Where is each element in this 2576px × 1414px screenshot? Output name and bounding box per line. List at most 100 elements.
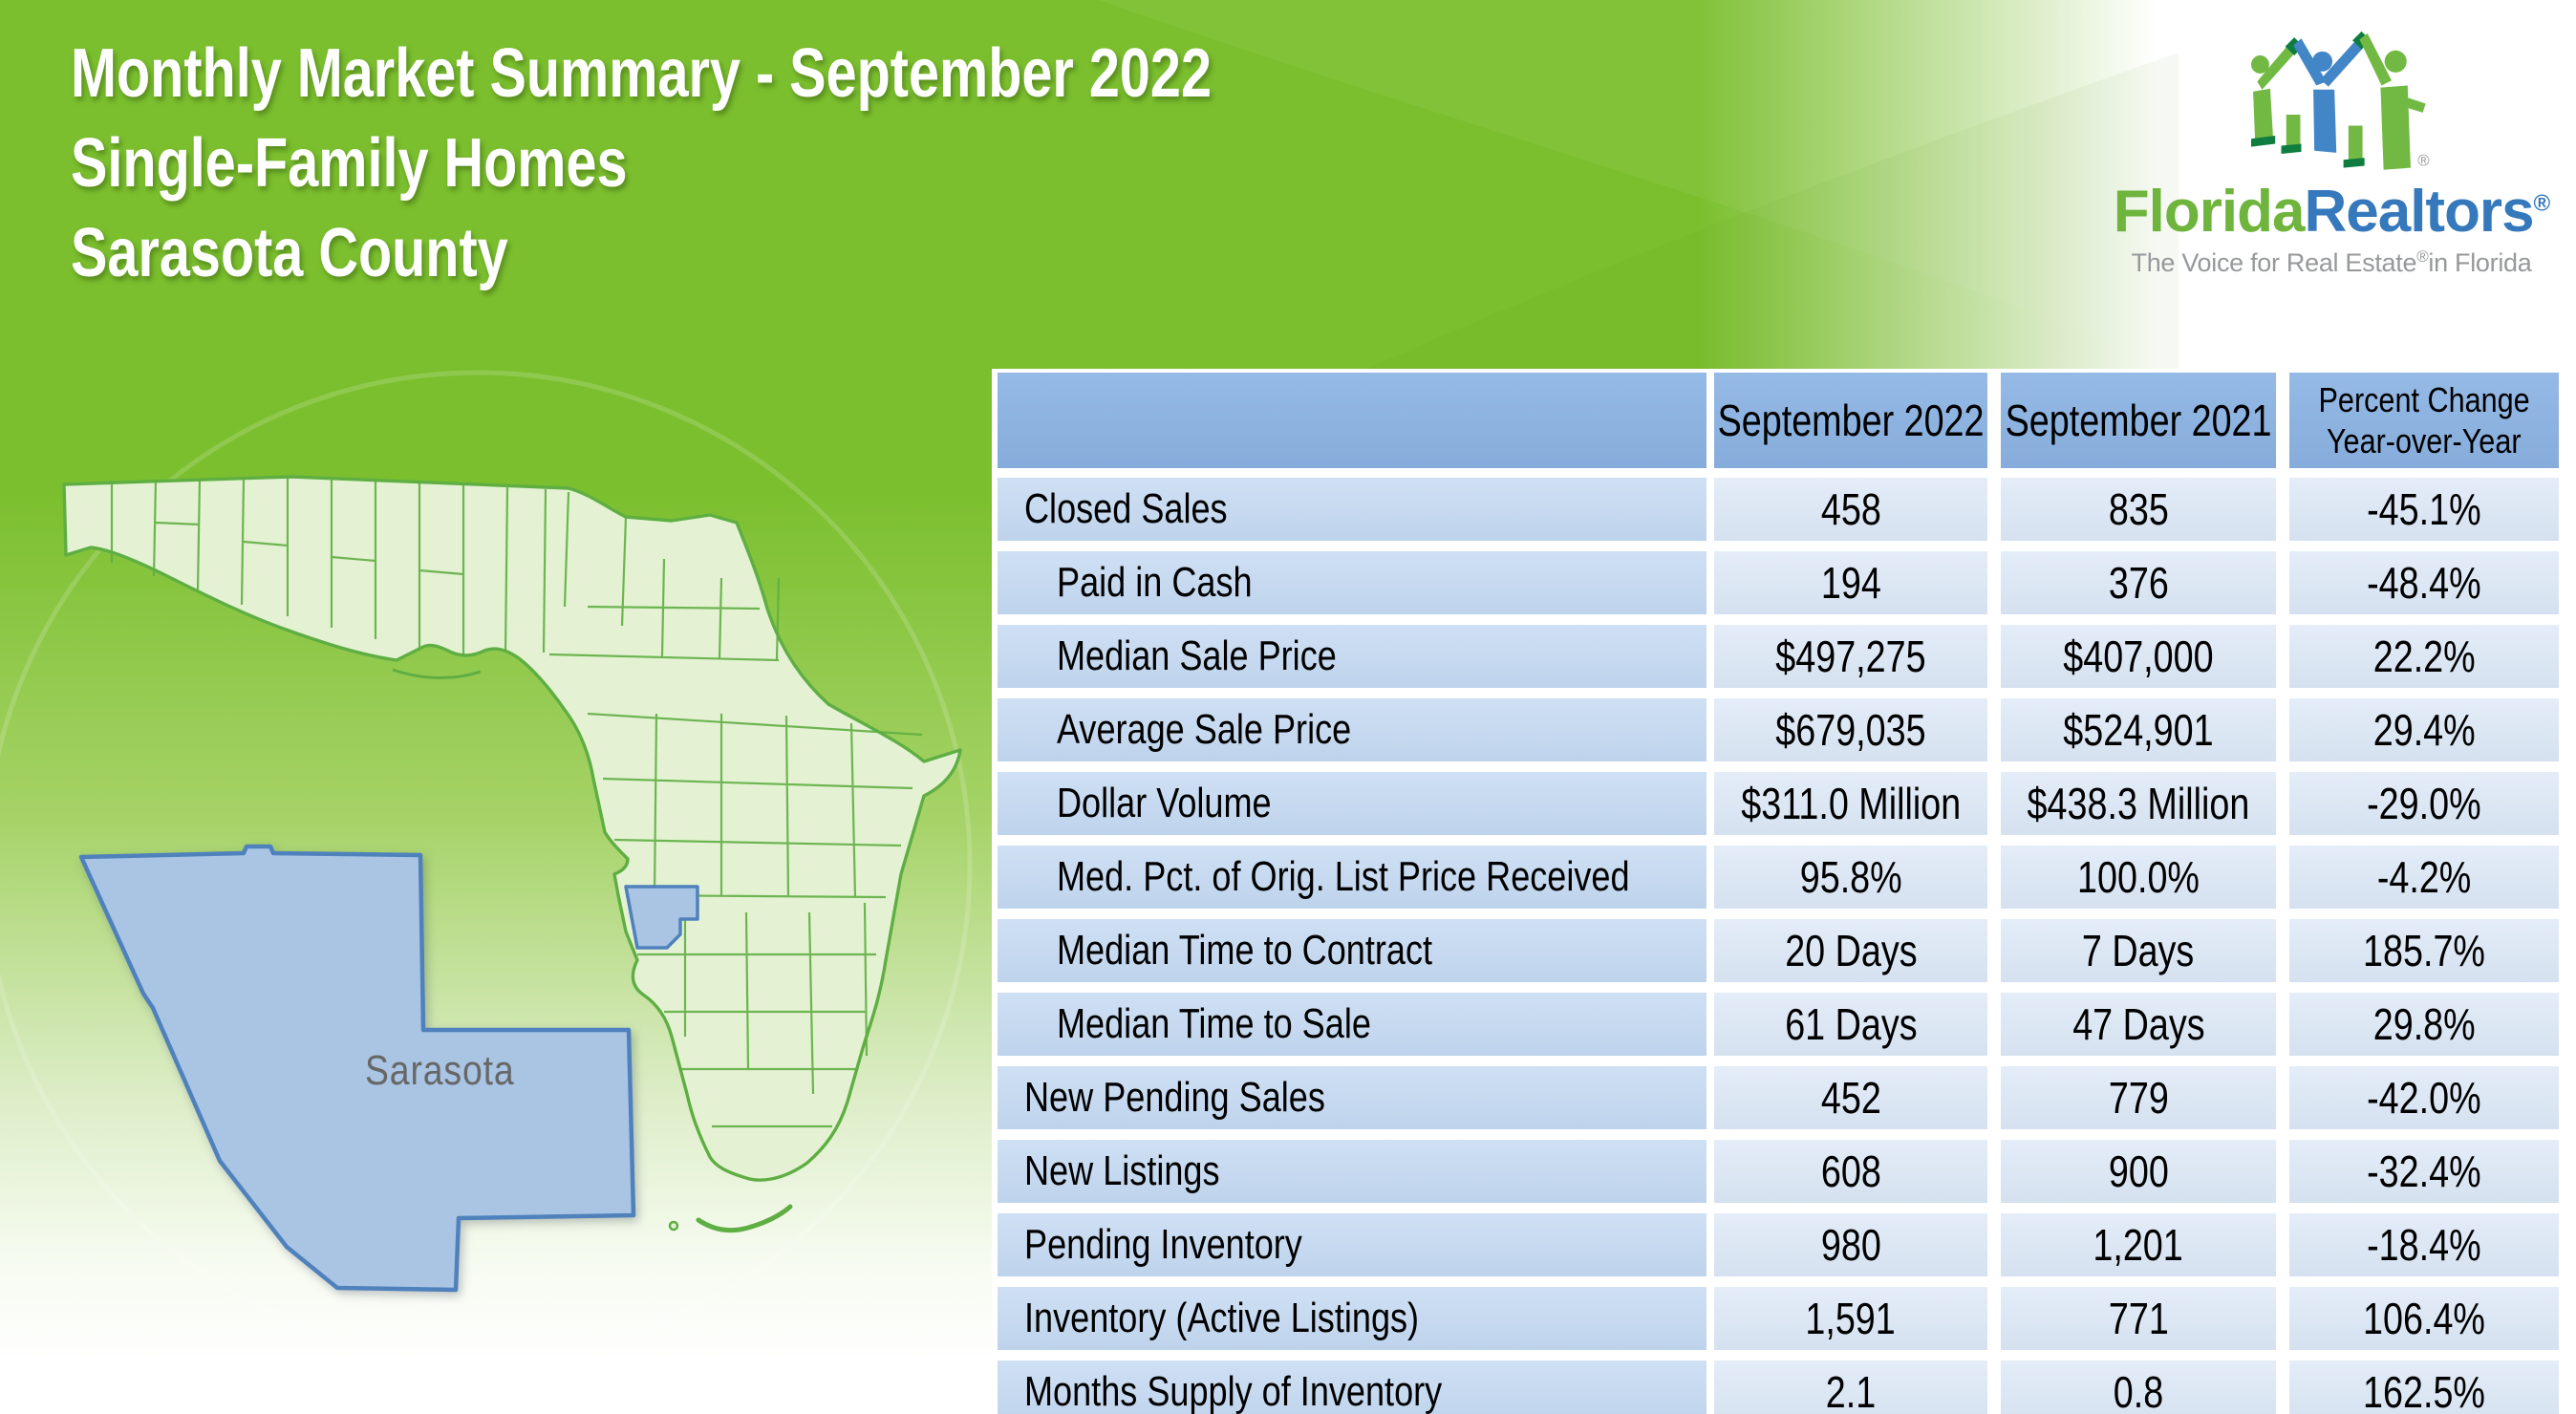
florida-counties-map [62, 475, 962, 1233]
value-2022: 608 [1820, 1146, 1881, 1196]
value-2022: 452 [1820, 1073, 1881, 1123]
value-2021-cell: 0.8 [2001, 1360, 2276, 1414]
value-2021: 376 [2108, 558, 2169, 608]
table-body: Closed Sales 458 835 -45.1% Paid in Cash… [998, 478, 2559, 1414]
metric-label-cell: Average Sale Price [998, 698, 1707, 761]
metric-label: New Listings [1024, 1147, 1220, 1194]
value-2022-cell: 95.8% [1714, 846, 1987, 909]
value-2022-cell: 20 Days [1714, 919, 1987, 982]
value-pct-cell: 29.8% [2289, 993, 2559, 1056]
metric-label: Med. Pct. of Orig. List Price Received [1057, 853, 1630, 900]
value-pct: -4.2% [2376, 852, 2472, 902]
value-pct-cell: -45.1% [2289, 478, 2559, 541]
value-pct: 106.4% [2363, 1294, 2485, 1343]
house-family-icon: ® [2251, 31, 2430, 170]
metric-label: New Pending Sales [1024, 1074, 1325, 1121]
value-pct-cell: -29.0% [2289, 772, 2559, 835]
value-2021-cell: $438.3 Million [2001, 772, 2276, 835]
svg-text:®: ® [2417, 152, 2430, 170]
table-row: Pending Inventory 980 1,201 -18.4% [998, 1213, 2559, 1276]
value-pct-cell: -18.4% [2289, 1213, 2559, 1276]
metric-label-cell: Paid in Cash [998, 551, 1707, 614]
table-row: Paid in Cash 194 376 -48.4% [998, 551, 2559, 614]
value-2021-cell: $407,000 [2001, 625, 2276, 688]
table-row: Months Supply of Inventory 2.1 0.8 162.5… [998, 1360, 2559, 1414]
county-borders [110, 478, 923, 1128]
value-2022: $311.0 Million [1741, 779, 1961, 828]
value-pct: 22.2% [2372, 632, 2476, 681]
value-2022-cell: 980 [1714, 1213, 1987, 1276]
value-2022: 61 Days [1784, 999, 1918, 1049]
metric-label: Average Sale Price [1057, 706, 1352, 753]
value-2022: 1,591 [1805, 1294, 1897, 1343]
value-pct-cell: -4.2% [2289, 846, 2559, 909]
table-header-row: September 2022 September 2021 Percent Ch… [998, 373, 2559, 468]
metric-label: Months Supply of Inventory [1024, 1368, 1443, 1414]
value-2021: $438.3 Million [2027, 779, 2250, 828]
value-pct: -32.4% [2367, 1146, 2481, 1196]
value-2021: 0.8 [2113, 1367, 2164, 1414]
value-2022: 20 Days [1784, 926, 1918, 975]
metric-label: Median Sale Price [1057, 632, 1337, 679]
value-2022-cell: 194 [1714, 551, 1987, 614]
market-summary-table: September 2022 September 2021 Percent Ch… [998, 373, 2559, 1414]
value-2021: 7 Days [2082, 926, 2195, 975]
table-row: Med. Pct. of Orig. List Price Received 9… [998, 846, 2559, 909]
value-pct: -48.4% [2367, 558, 2481, 608]
sarasota-county-shape [78, 844, 636, 1293]
title-line-3: Sarasota County [71, 215, 508, 291]
value-2021: 771 [2108, 1294, 2169, 1343]
value-pct-cell: 106.4% [2289, 1287, 2559, 1350]
metric-label: Inventory (Active Listings) [1024, 1295, 1420, 1341]
percent-change-column-header: Percent Change Year-over-Year [2289, 373, 2559, 468]
september-2021-column-header: September 2021 [2001, 373, 2276, 468]
september-2022-column-header: September 2022 [1714, 373, 1987, 468]
metric-label: Paid in Cash [1057, 559, 1253, 606]
value-pct: -42.0% [2367, 1073, 2481, 1123]
value-2021-cell: 376 [2001, 551, 2276, 614]
value-2021-cell: 779 [2001, 1066, 2276, 1129]
value-pct: -18.4% [2367, 1220, 2481, 1270]
table-row: Closed Sales 458 835 -45.1% [998, 478, 2559, 541]
value-2022-cell: 1,591 [1714, 1287, 1987, 1350]
value-2021-cell: 47 Days [2001, 993, 2276, 1056]
value-2022-cell: 61 Days [1714, 993, 1987, 1056]
value-2021: 100.0% [2077, 852, 2200, 902]
value-2021: $524,901 [2063, 705, 2214, 755]
value-2021-cell: 7 Days [2001, 919, 2276, 982]
value-pct: -29.0% [2367, 779, 2481, 828]
value-pct: -45.1% [2367, 484, 2481, 534]
page-title: Monthly Market Summary - September 2022 … [71, 29, 1497, 298]
metric-label-cell: Inventory (Active Listings) [998, 1287, 1707, 1350]
value-pct-cell: -48.4% [2289, 551, 2559, 614]
value-2022-cell: $679,035 [1714, 698, 1987, 761]
metric-label-cell: Dollar Volume [998, 772, 1707, 835]
value-pct: 185.7% [2363, 926, 2485, 975]
metric-label-cell: New Listings [998, 1140, 1707, 1203]
value-2022-cell: 608 [1714, 1140, 1987, 1203]
table-row: Inventory (Active Listings) 1,591 771 10… [998, 1287, 2559, 1350]
value-2022: 194 [1820, 558, 1881, 608]
value-2022-cell: $311.0 Million [1714, 772, 1987, 835]
table-row: Average Sale Price $679,035 $524,901 29.… [998, 698, 2559, 761]
value-2021-cell: $524,901 [2001, 698, 2276, 761]
metric-label: Dollar Volume [1057, 780, 1272, 826]
florida-realtors-logo: ® FloridaRealtors® The Voice for Real Es… [2102, 19, 2561, 278]
value-2022-cell: 458 [1714, 478, 1987, 541]
metric-label: Median Time to Contract [1057, 927, 1433, 974]
value-pct-cell: 29.4% [2289, 698, 2559, 761]
value-2021-cell: 1,201 [2001, 1213, 2276, 1276]
value-2022: 980 [1820, 1220, 1881, 1270]
value-2021: 900 [2108, 1146, 2169, 1196]
metric-label-cell: Months Supply of Inventory [998, 1360, 1707, 1414]
sarasota-county-label: Sarasota [365, 1047, 515, 1094]
metric-label-cell: Pending Inventory [998, 1213, 1707, 1276]
metric-label-cell: Closed Sales [998, 478, 1707, 541]
value-2022-cell: 2.1 [1714, 1360, 1987, 1414]
value-2021-cell: 900 [2001, 1140, 2276, 1203]
metric-label-cell: Median Sale Price [998, 625, 1707, 688]
value-2021-cell: 100.0% [2001, 846, 2276, 909]
table-row: Dollar Volume $311.0 Million $438.3 Mill… [998, 772, 2559, 835]
table-row: New Pending Sales 452 779 -42.0% [998, 1066, 2559, 1129]
value-2021: 835 [2108, 484, 2169, 534]
